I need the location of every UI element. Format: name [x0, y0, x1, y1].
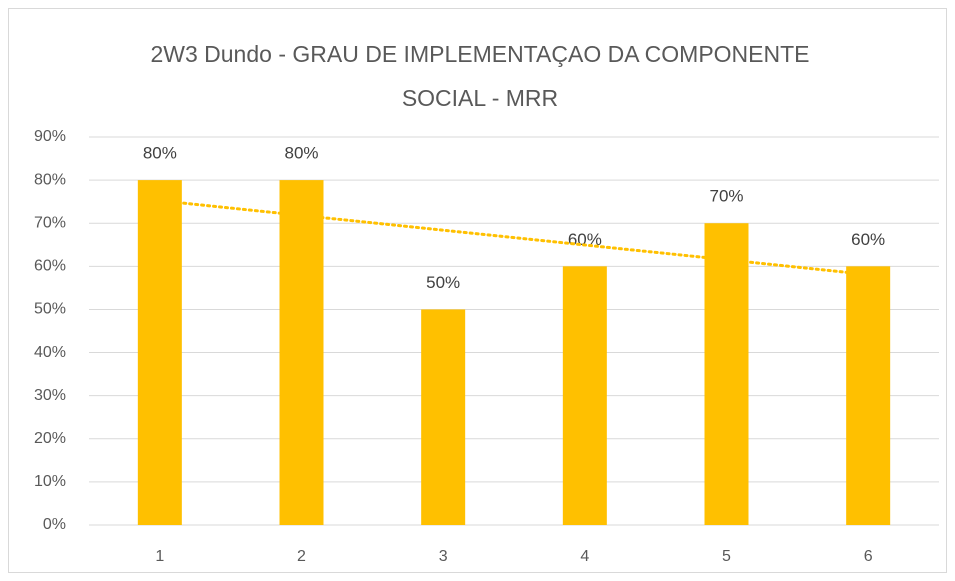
bar — [846, 266, 891, 525]
chart-title: 2W3 Dundo - GRAU DE IMPLEMENTAÇAO DA COM… — [150, 41, 810, 111]
y-tick-label: 60% — [34, 258, 66, 275]
value-label: 60% — [851, 230, 885, 249]
x-tick-label: 5 — [722, 548, 731, 565]
value-label: 70% — [709, 187, 743, 206]
trendline — [158, 199, 870, 277]
bar — [279, 180, 324, 525]
x-tick-label: 6 — [864, 548, 873, 565]
y-tick-label: 10% — [34, 473, 66, 490]
y-tick-label: 70% — [34, 214, 66, 231]
bar — [137, 180, 182, 525]
x-tick-label: 2 — [297, 548, 306, 565]
value-label: 80% — [284, 144, 318, 163]
y-tick-label: 80% — [34, 171, 66, 188]
x-tick-label: 4 — [580, 548, 589, 565]
y-tick-label: 50% — [34, 301, 66, 318]
y-tick-label: 0% — [43, 516, 66, 533]
y-tick-label: 90% — [34, 128, 66, 145]
x-tick-label: 3 — [439, 548, 448, 565]
value-label: 50% — [426, 273, 460, 292]
value-label: 80% — [143, 144, 177, 163]
y-tick-label: 20% — [34, 430, 66, 447]
bar — [704, 223, 749, 525]
y-tick-label: 40% — [34, 344, 66, 361]
x-tick-label: 1 — [155, 548, 164, 565]
bar — [421, 309, 466, 525]
bar — [562, 266, 607, 525]
y-tick-label: 30% — [34, 387, 66, 404]
